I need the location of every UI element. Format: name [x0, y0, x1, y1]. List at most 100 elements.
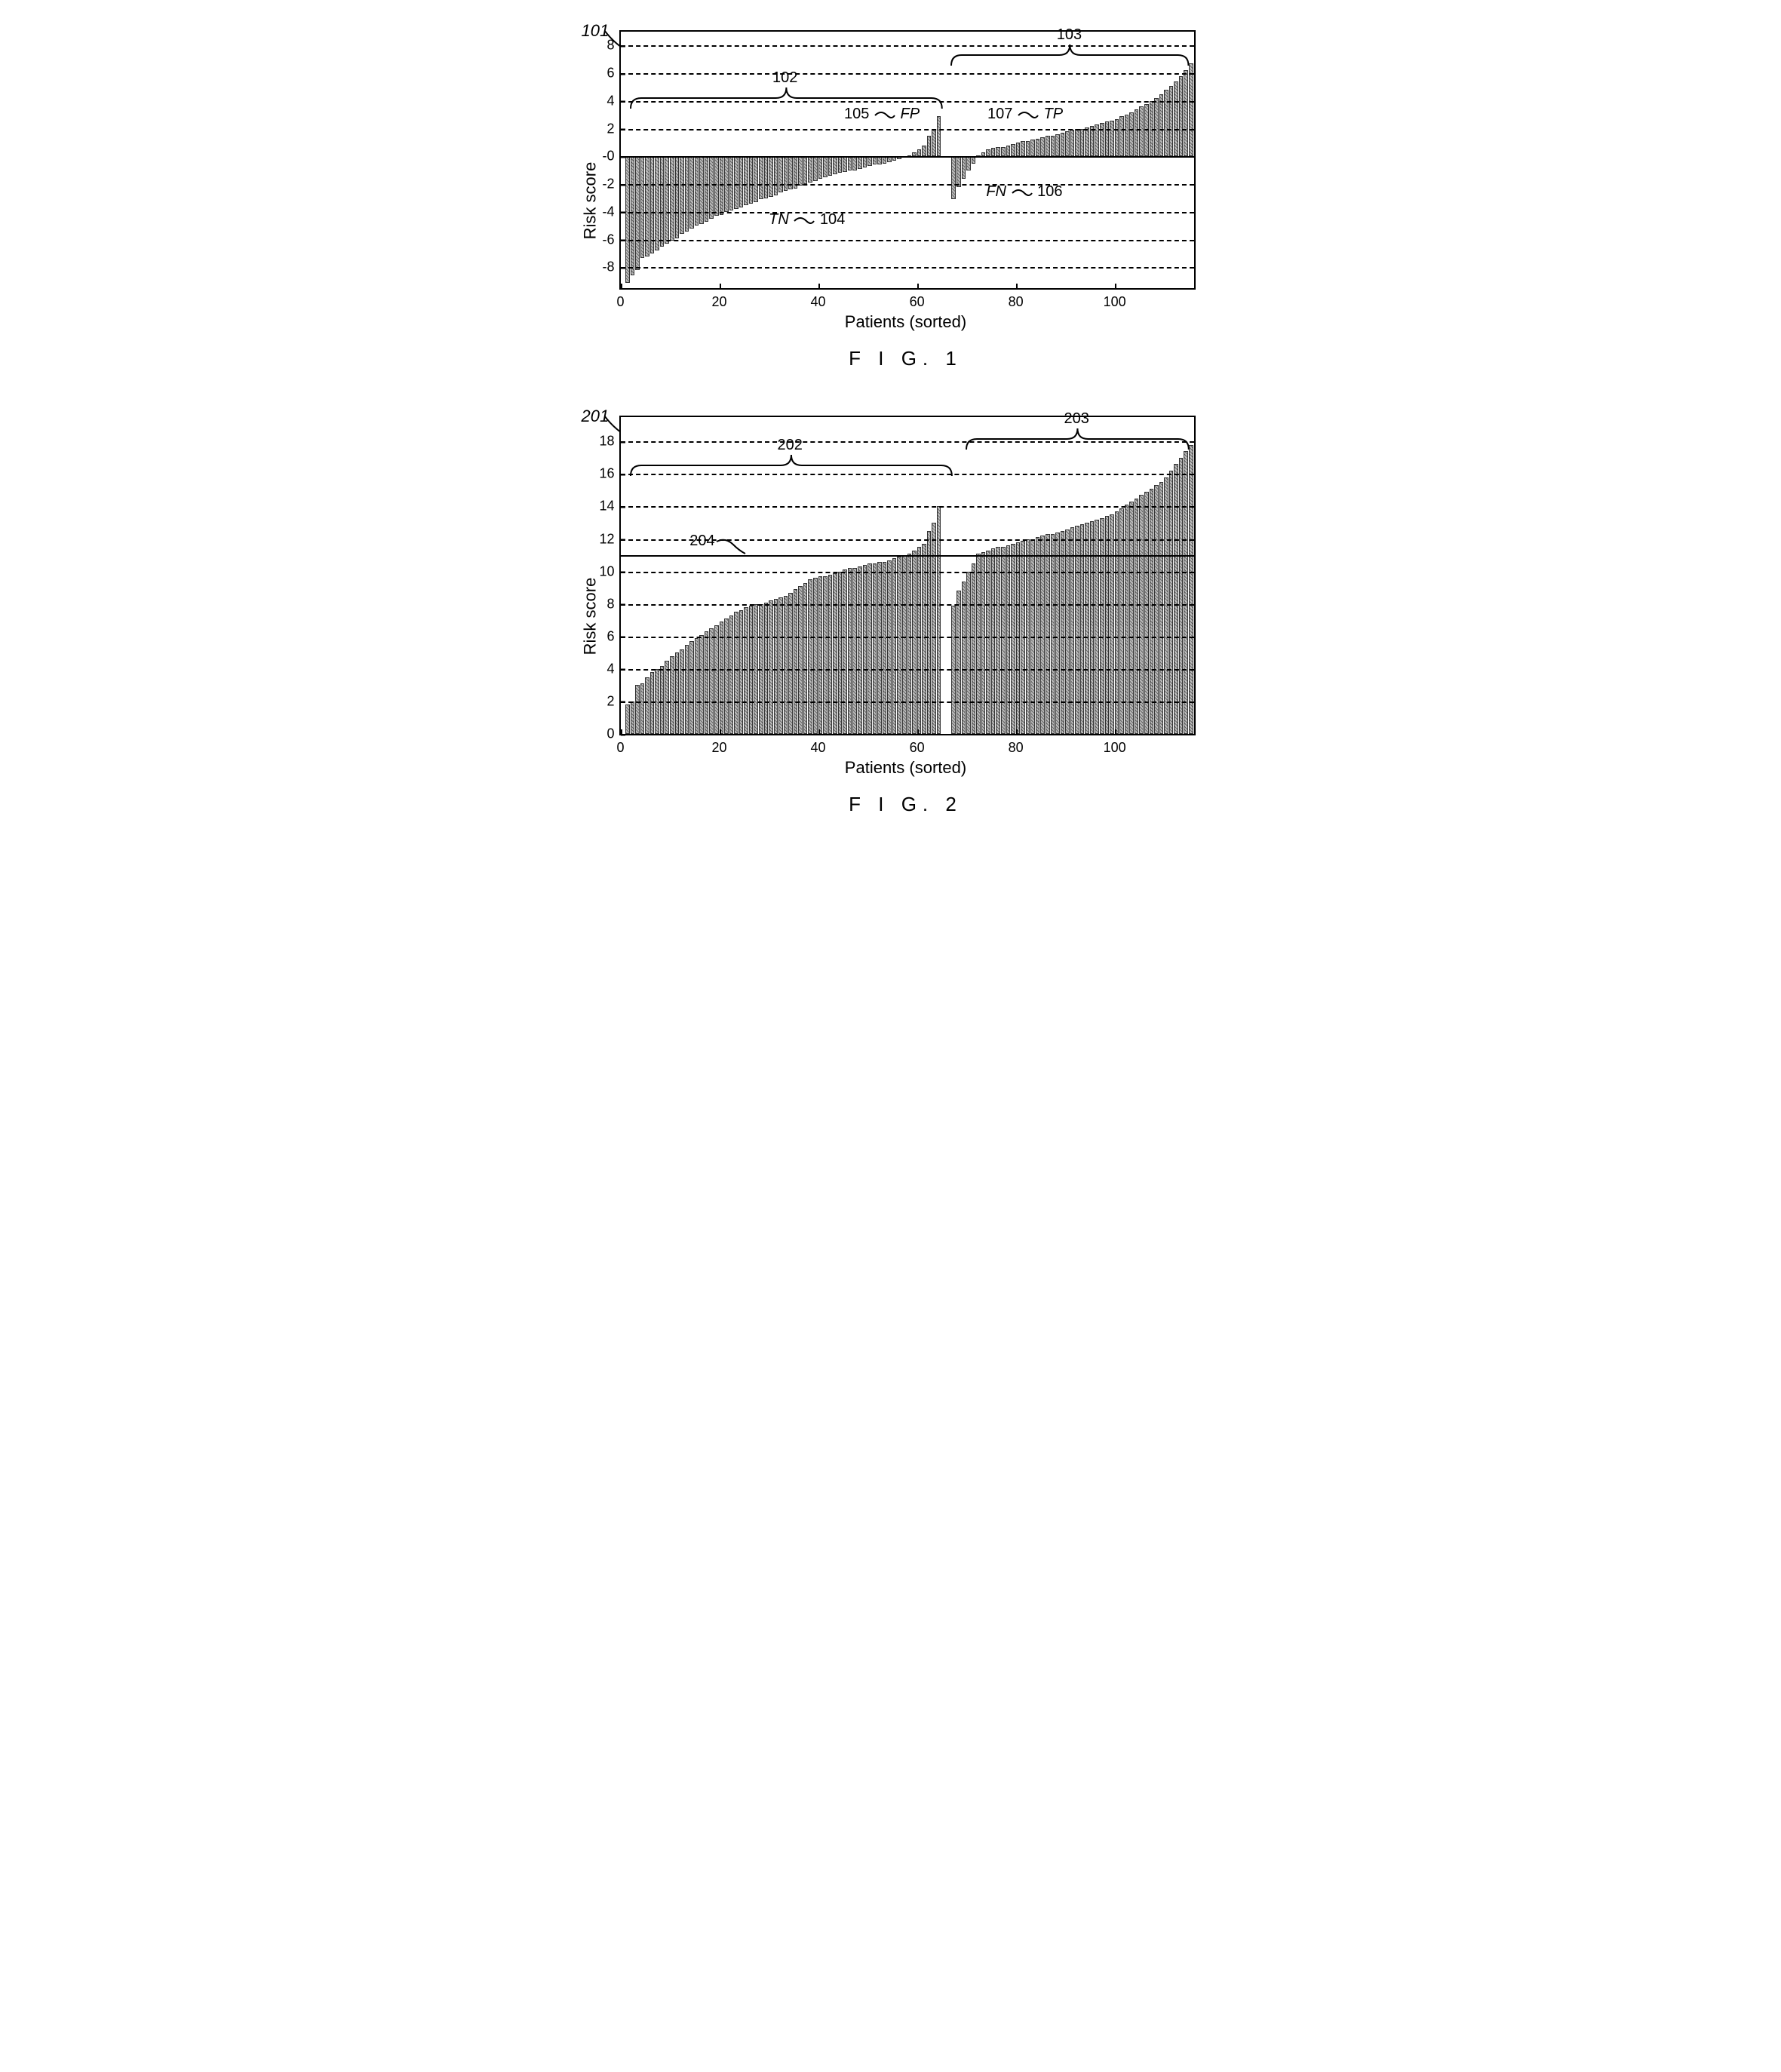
bar [1105, 121, 1110, 156]
bar [665, 156, 669, 244]
y-tick-label: -4 [602, 204, 620, 219]
figure-1-plot-area: -8-6-4-2-02468020406080100103102105 FP10… [619, 30, 1196, 290]
bar [1085, 127, 1089, 157]
y-tick-label: 10 [599, 563, 620, 579]
gridline [621, 73, 1194, 75]
bar [744, 607, 748, 734]
bar [1001, 547, 1006, 734]
bar [858, 156, 862, 169]
bar [784, 156, 788, 191]
bar [986, 149, 990, 156]
y-tick-label: 8 [606, 596, 620, 612]
bar [699, 635, 704, 734]
bar [1070, 130, 1075, 156]
bar [852, 568, 857, 734]
bar [1021, 141, 1025, 156]
x-tick-label: 40 [811, 288, 826, 310]
bar [887, 560, 892, 734]
x-tick-label: 20 [712, 288, 727, 310]
bar [670, 156, 674, 241]
bar [631, 701, 635, 734]
bar [1011, 144, 1015, 157]
bar [689, 641, 694, 734]
bar [739, 156, 744, 207]
bar [996, 147, 1000, 157]
x-tick-label: 0 [616, 288, 624, 310]
x-tick-label: 20 [712, 734, 727, 756]
baseline [621, 156, 1194, 158]
bar [1046, 534, 1050, 734]
bar [803, 156, 808, 184]
bar [734, 156, 739, 209]
gridline [621, 701, 1194, 703]
brace [631, 455, 952, 476]
gridline [621, 267, 1194, 269]
bar [625, 156, 630, 282]
gridline [621, 240, 1194, 241]
bar [843, 156, 847, 171]
bar [764, 603, 769, 734]
bar [1030, 140, 1035, 156]
y-tick-label: 14 [599, 499, 620, 514]
bar [1119, 116, 1124, 156]
brace [951, 45, 1188, 66]
y-tick-label: 8 [606, 38, 620, 54]
bar [1179, 458, 1184, 734]
gridline [621, 212, 1194, 213]
bar [1065, 131, 1070, 156]
annotation-ref: 104 [820, 211, 845, 228]
y-tick-label: 6 [606, 66, 620, 81]
bar [714, 625, 719, 734]
bar [897, 557, 901, 734]
bar [902, 555, 907, 734]
bar [1001, 147, 1006, 157]
bar [1075, 129, 1079, 157]
bar [1169, 86, 1174, 157]
bar [848, 156, 852, 170]
bar [957, 156, 961, 186]
bar [769, 600, 773, 734]
baseline [621, 555, 1194, 557]
bar [729, 615, 734, 734]
bar [754, 156, 758, 202]
bar [1164, 90, 1168, 156]
gridline [621, 572, 1194, 573]
bar [739, 610, 744, 734]
bar [1189, 63, 1193, 156]
bar [744, 156, 748, 204]
annotation-ref: 107 [987, 106, 1012, 122]
bar [843, 569, 847, 734]
bar [927, 136, 932, 157]
x-tick-label: 100 [1104, 288, 1126, 310]
figure-2-plot-area: 024681012141618020406080100204203202 [619, 416, 1196, 735]
figure-1-pointer: 101 [582, 21, 610, 41]
bar [680, 156, 684, 234]
y-tick-label: 2 [606, 121, 620, 137]
bar [951, 156, 956, 199]
bar [1036, 537, 1040, 734]
bar [1144, 492, 1149, 734]
bar [1159, 482, 1164, 734]
brace-label: 202 [778, 437, 803, 454]
bar [892, 558, 897, 734]
gridline [621, 506, 1194, 508]
bar [803, 583, 808, 734]
bar [848, 568, 852, 734]
bar [991, 148, 996, 156]
gridline [621, 129, 1194, 130]
bar [1115, 511, 1119, 734]
bar [1129, 502, 1134, 734]
annotation-text: FP [901, 106, 920, 122]
x-tick-label: 0 [616, 734, 624, 756]
bar [996, 547, 1000, 734]
bar [640, 156, 645, 257]
bar [1115, 119, 1119, 157]
bar [858, 566, 862, 734]
bar [966, 572, 971, 734]
bar [991, 548, 996, 734]
y-tick-label: 6 [606, 628, 620, 644]
bar [1154, 485, 1159, 734]
bar [823, 156, 828, 177]
bar [1164, 477, 1168, 734]
bar [689, 156, 694, 229]
